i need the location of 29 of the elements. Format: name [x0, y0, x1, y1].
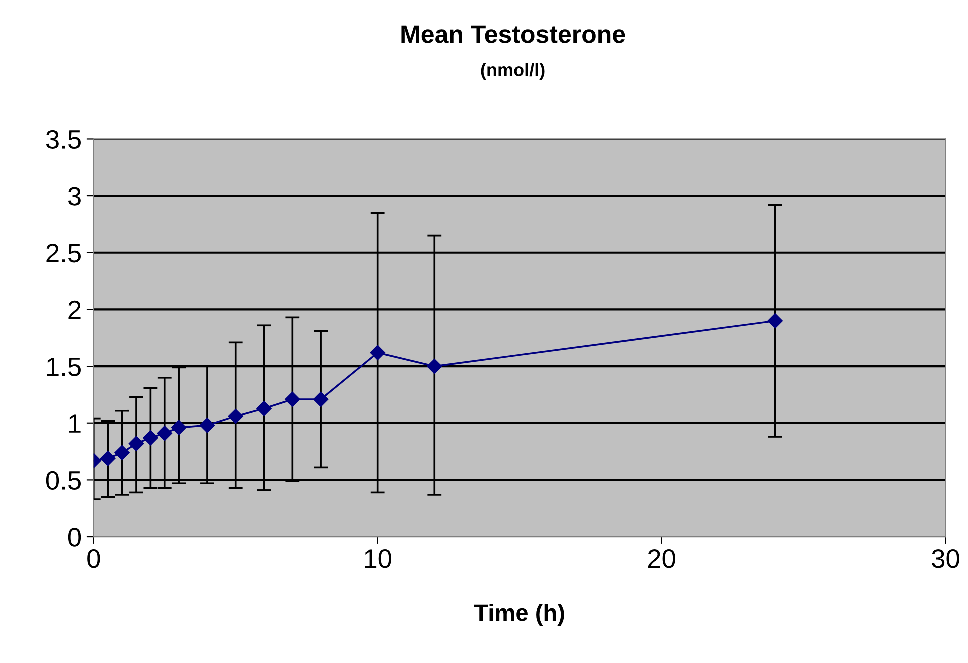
point	[768, 314, 783, 329]
point	[172, 420, 187, 436]
point	[128, 436, 144, 452]
x-tick-label: 10	[365, 550, 392, 568]
point	[143, 430, 158, 446]
y-tick-label: 3.5	[46, 130, 81, 150]
y-tick-label: 1	[69, 414, 81, 433]
point	[200, 418, 216, 434]
point	[427, 358, 442, 374]
x-axis-title: Time (h)	[474, 604, 564, 626]
x-tick-label: 20	[648, 550, 676, 568]
x-tick-label: 30	[932, 550, 960, 568]
y-tick-label: 1.5	[47, 358, 81, 376]
y-tick-label: 2	[68, 300, 81, 320]
x-tick-label: 0	[88, 550, 100, 568]
point	[256, 401, 272, 416]
point	[313, 392, 329, 408]
point	[285, 392, 300, 408]
point	[228, 408, 244, 424]
point	[114, 445, 130, 460]
y-tick-label: 2.5	[46, 244, 81, 263]
y-tick-label: 0.5	[46, 471, 81, 490]
chart-subtitle: (nmol/l)	[481, 63, 545, 80]
y-tick-label: 0	[68, 528, 82, 547]
point	[370, 345, 386, 360]
y-tick-label: 3	[68, 187, 81, 206]
point	[100, 451, 116, 466]
point	[157, 426, 172, 442]
chart-title: Mean Testosterone	[402, 26, 626, 44]
